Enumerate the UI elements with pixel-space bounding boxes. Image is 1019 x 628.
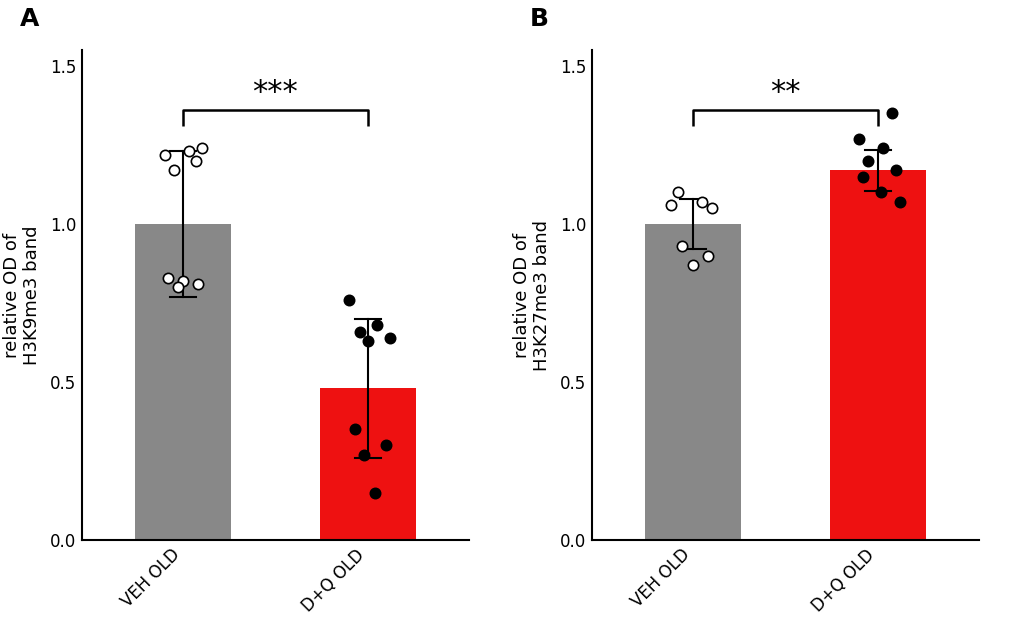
Point <box>356 450 372 460</box>
Bar <box>644 224 741 540</box>
Bar <box>319 388 416 540</box>
Point <box>346 425 363 435</box>
Point <box>694 197 710 207</box>
Point <box>662 200 679 210</box>
Point <box>352 327 368 337</box>
Point <box>180 146 197 156</box>
Point <box>891 197 907 207</box>
Point <box>340 295 357 305</box>
Point <box>872 187 889 197</box>
Point <box>381 333 397 343</box>
Text: A: A <box>19 7 39 31</box>
Point <box>169 282 185 292</box>
Y-axis label: relative OD of
H3K9me3 band: relative OD of H3K9me3 band <box>2 225 42 365</box>
Point <box>378 440 394 450</box>
Point <box>156 149 172 160</box>
Point <box>175 276 192 286</box>
Point <box>669 187 686 197</box>
Point <box>674 241 690 251</box>
Point <box>888 165 904 175</box>
Point <box>369 320 385 330</box>
Point <box>165 165 181 175</box>
Bar <box>135 224 231 540</box>
Point <box>190 279 206 289</box>
Point <box>367 488 383 498</box>
Point <box>160 273 176 283</box>
Point <box>359 336 375 346</box>
Point <box>883 109 900 119</box>
Point <box>874 143 891 153</box>
Point <box>850 134 866 144</box>
Point <box>859 156 875 166</box>
Point <box>685 260 701 270</box>
Point <box>699 251 715 261</box>
Point <box>854 171 870 181</box>
Point <box>187 156 204 166</box>
Text: **: ** <box>769 78 800 107</box>
Point <box>703 203 719 214</box>
Bar <box>828 170 925 540</box>
Y-axis label: relative OD of
H3K27me3 band: relative OD of H3K27me3 band <box>512 220 551 371</box>
Point <box>194 143 210 153</box>
Text: B: B <box>529 7 548 31</box>
Text: ***: *** <box>253 78 298 107</box>
